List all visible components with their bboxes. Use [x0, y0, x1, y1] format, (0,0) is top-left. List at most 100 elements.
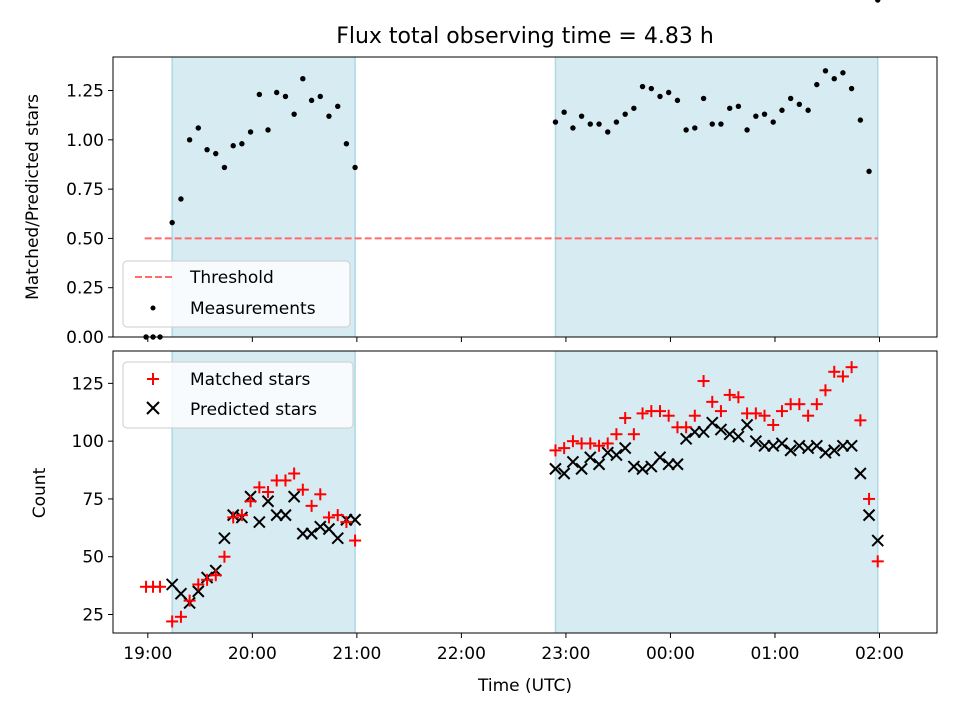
matched-star-point — [610, 428, 623, 441]
predicted-legend-label: Predicted stars — [190, 400, 317, 420]
matched-star-point — [775, 405, 788, 418]
predicted-star-point — [566, 455, 580, 469]
matched-star-point — [854, 414, 867, 427]
measurement-point — [840, 70, 846, 76]
predicted-star-point — [810, 439, 823, 452]
measurement-point — [622, 111, 628, 117]
matched-star-point — [340, 516, 353, 529]
matched-star-point — [680, 421, 693, 434]
bottom-legend: Matched stars Predicted stars — [122, 361, 354, 429]
matched-star-point — [627, 428, 640, 441]
predicted-star-point — [261, 495, 275, 508]
measurement-point — [875, 0, 881, 3]
top-y-axis-ticks: 0.00 0.25 0.50 0.75 1.00 1.25 — [66, 82, 113, 348]
matched-star-point — [836, 370, 849, 383]
measurement-point — [761, 111, 768, 117]
measurement-point — [213, 150, 219, 157]
matched-star-point — [183, 594, 196, 607]
predicted-star-point — [793, 439, 806, 452]
matched-star-point — [601, 437, 614, 450]
predicted-star-point — [192, 585, 205, 598]
bottom-y-axis-ticks: 25 50 75 100 125 — [72, 374, 113, 626]
measurement-point — [665, 89, 672, 96]
predicted-star-point — [348, 513, 362, 526]
matched-star-point — [863, 492, 876, 505]
top-x-axis-ticks — [147, 337, 881, 342]
measurement-point — [648, 85, 655, 92]
matched-star-point — [262, 486, 275, 498]
measurement-point — [631, 105, 637, 111]
matched-star-point — [828, 365, 841, 378]
matched-star-point — [593, 439, 606, 452]
predicted-star-point — [296, 527, 310, 540]
measurement-point — [866, 168, 872, 175]
matched-star-point — [706, 395, 719, 408]
bottom-y-axis-label: Count — [30, 467, 50, 518]
top-legend-box — [122, 260, 351, 328]
ratio-panel: 0.00 0.25 0.50 0.75 1.00 1.25 Matched/Predict… — [23, 0, 938, 348]
matched-star-point — [793, 398, 806, 411]
x-tick-label: 01:00 — [750, 644, 799, 664]
matched-star-point — [819, 384, 832, 397]
measurement-point — [787, 95, 794, 102]
predicted-legend-swatch — [146, 401, 160, 415]
y-tick-label: 75 — [82, 490, 104, 510]
measurement-point — [587, 121, 593, 127]
matched-star-point — [305, 499, 318, 512]
x-tick-label: 23:00 — [541, 644, 590, 664]
predicted-star-point — [784, 444, 797, 457]
matched-star-point — [549, 444, 562, 457]
predicted-star-point — [819, 446, 832, 459]
measurement-point — [796, 101, 803, 108]
measurement-point — [718, 121, 724, 127]
measurement-point — [613, 119, 620, 125]
matched-star-point — [566, 435, 579, 448]
matched-star-point — [218, 550, 231, 563]
matched-star-point — [253, 481, 266, 494]
y-tick-label: 0.25 — [66, 279, 104, 299]
top-axes-frame — [112, 56, 938, 338]
measurement-point — [744, 127, 750, 133]
predicted-star-point — [871, 534, 884, 547]
matched-star-point — [584, 437, 597, 450]
measurement-point — [265, 127, 271, 133]
measurement-point — [186, 137, 193, 143]
matched-star-point — [227, 511, 240, 524]
matched-star-point — [331, 509, 344, 522]
measurement-point — [727, 105, 733, 111]
measurement-point — [814, 81, 820, 88]
matched-star-point — [349, 534, 362, 547]
matched-star-point — [802, 409, 815, 422]
predicted-star-point — [706, 416, 719, 429]
x-axis-label: Time (UTC) — [477, 676, 572, 696]
measurement-point — [317, 93, 323, 100]
predicted-star-point — [671, 458, 684, 471]
measurement-point — [735, 103, 742, 109]
matched-legend-swatch — [147, 373, 159, 385]
bottom-legend-box — [122, 361, 354, 429]
x-tick-label: 20:00 — [228, 644, 277, 664]
predicted-star-point — [610, 448, 623, 462]
measurement-point — [326, 113, 332, 119]
predicted-star-point — [749, 434, 763, 448]
predicted-star-point — [740, 418, 754, 432]
measurement-point — [657, 93, 663, 100]
top-observation-bands — [171, 57, 879, 337]
top-legend: Threshold Measurements — [122, 260, 351, 328]
y-tick-label: 50 — [82, 548, 104, 568]
bottom-axes-frame — [112, 350, 938, 634]
measurement-point — [335, 103, 341, 109]
x-tick-label: 19:00 — [123, 644, 172, 664]
matched-star-point — [845, 361, 858, 374]
matched-star-point — [653, 405, 666, 418]
y-tick-label: 1.00 — [66, 131, 104, 151]
predicted-star-point — [732, 430, 745, 443]
predicted-star-point — [549, 462, 562, 476]
matched-star-point — [749, 407, 762, 420]
measurement-point — [352, 164, 358, 171]
predicted-star-point — [845, 439, 858, 452]
y-tick-label: 0.75 — [66, 180, 104, 200]
matched-star-point — [723, 388, 736, 401]
predicted-star-point — [636, 462, 649, 476]
